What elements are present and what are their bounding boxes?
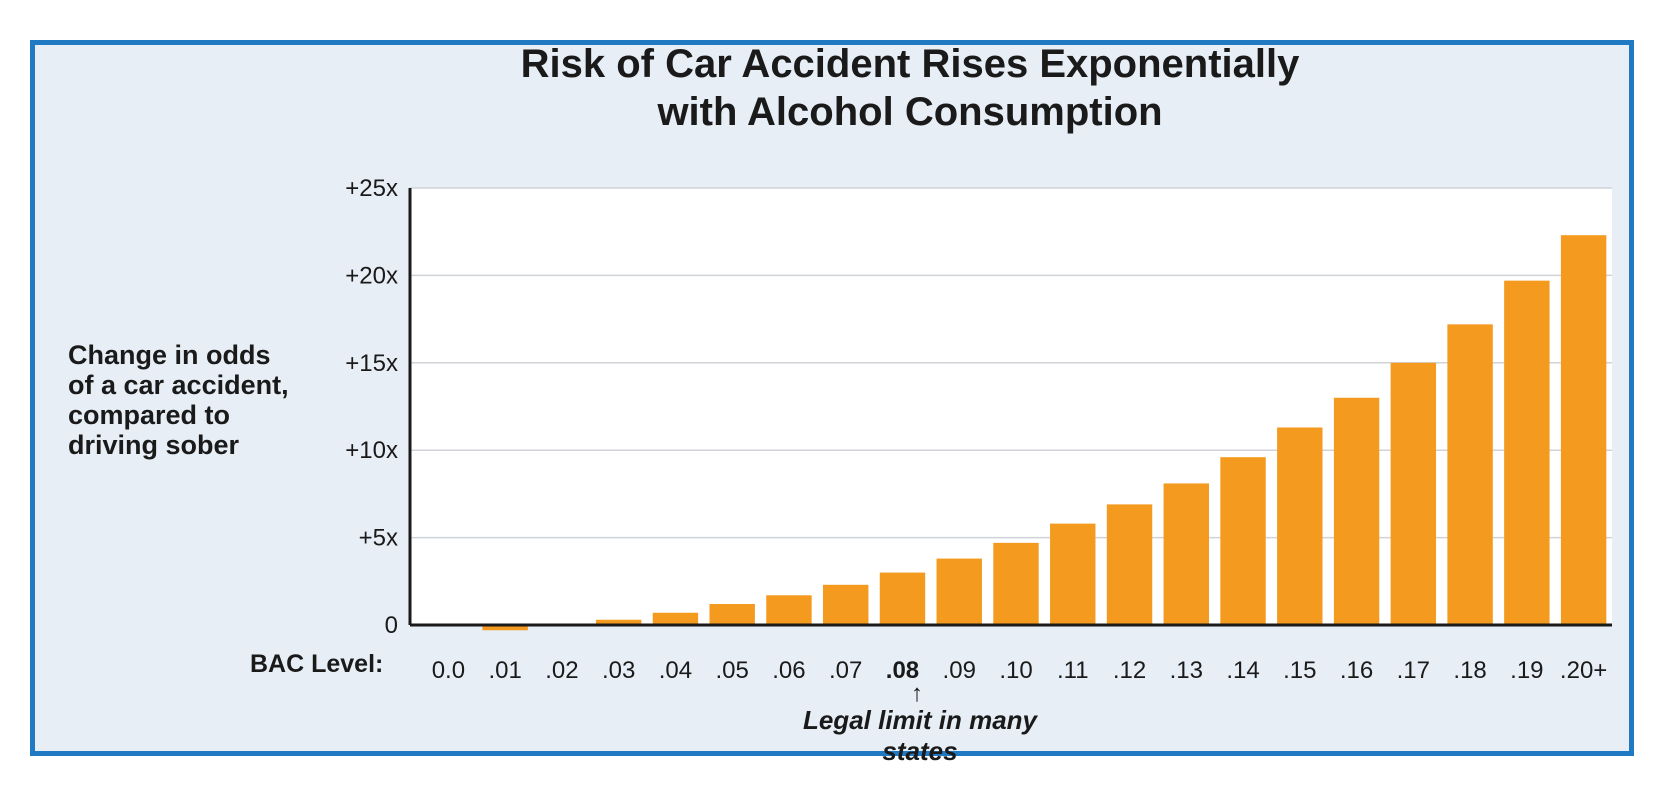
bar-.18 xyxy=(1447,324,1493,625)
bar-.01 xyxy=(482,625,528,631)
bar-.13 xyxy=(1163,483,1209,625)
legal-limit-annotation: Legal limit in many states xyxy=(802,705,1038,766)
bars xyxy=(482,235,1607,631)
x-tick-label: .03 xyxy=(602,657,635,684)
x-tick-label: .20+ xyxy=(1560,657,1607,684)
x-tick-label: .19 xyxy=(1510,657,1543,684)
y-axis-label-line-2: of a car accident, xyxy=(68,370,289,400)
up-arrow-icon: ↑ xyxy=(911,680,923,707)
y-tick-label: +10x xyxy=(345,437,398,464)
y-tick-label: +25x xyxy=(345,175,398,202)
y-tick-label: +20x xyxy=(345,262,398,289)
x-tick-label: .13 xyxy=(1170,657,1203,684)
y-tick-label: +5x xyxy=(359,525,398,552)
bar-.20+ xyxy=(1560,235,1607,626)
bar-.17 xyxy=(1390,362,1437,625)
x-tick-label: .18 xyxy=(1453,657,1486,684)
bar-.14 xyxy=(1220,457,1266,625)
y-axis-label-line-4: driving sober xyxy=(68,430,240,460)
x-tick-labels: 0.0 .01 .02 .03 .04 .05 .06 .07 .08 .09 .10 .11 .12.… xyxy=(432,657,1608,684)
y-tick-label: +15x xyxy=(345,350,398,377)
bar-.10 xyxy=(993,542,1039,625)
y-axis-label: Change in odds of a car accident, compar… xyxy=(68,340,348,460)
x-tick-label: .08 xyxy=(886,657,919,684)
x-tick-label: .07 xyxy=(829,657,862,684)
x-tick-label: .06 xyxy=(772,657,805,684)
x-tick-label: .11 xyxy=(1057,657,1089,684)
y-tick-labels: 0 +5x +10x +15x +20x +25x xyxy=(345,175,398,639)
x-tick-label: .10 xyxy=(999,657,1032,684)
x-tick-label: .04 xyxy=(659,657,692,684)
bar-.03 xyxy=(595,619,642,625)
x-tick-label: .02 xyxy=(545,657,578,684)
x-tick-label: .16 xyxy=(1340,657,1373,684)
x-tick-label: .05 xyxy=(716,657,749,684)
bar-.07 xyxy=(823,584,869,625)
bar-.12 xyxy=(1106,504,1153,625)
x-tick-label: .01 xyxy=(488,657,521,684)
x-tick-label: .17 xyxy=(1397,657,1430,684)
x-axis-label: BAC Level: xyxy=(250,650,384,678)
x-tick-label: .09 xyxy=(943,657,976,684)
chart-title: Risk of Car Accident Rises Exponentially… xyxy=(380,40,1440,136)
bar-.16 xyxy=(1333,397,1380,625)
chart-title-line-2: with Alcohol Consumption xyxy=(657,90,1163,134)
chart-title-line-1: Risk of Car Accident Rises Exponentially xyxy=(520,42,1300,86)
bar-.11 xyxy=(1050,523,1096,625)
y-tick-label: 0 xyxy=(385,612,398,639)
bar-.08 xyxy=(879,572,926,625)
y-axis-label-line-3: compared to xyxy=(68,400,231,430)
x-tick-label: .15 xyxy=(1283,657,1316,684)
y-axis-label-line-1: Change in odds xyxy=(68,340,271,370)
x-tick-label: .14 xyxy=(1226,657,1259,684)
x-tick-label: .12 xyxy=(1113,657,1146,684)
bar-.09 xyxy=(936,558,982,625)
bar-.19 xyxy=(1504,280,1550,625)
bar-.06 xyxy=(766,595,812,625)
x-tick-label: 0.0 xyxy=(432,657,465,684)
bar-.05 xyxy=(709,604,755,625)
bar-.04 xyxy=(652,612,699,625)
bar-.15 xyxy=(1277,427,1323,625)
